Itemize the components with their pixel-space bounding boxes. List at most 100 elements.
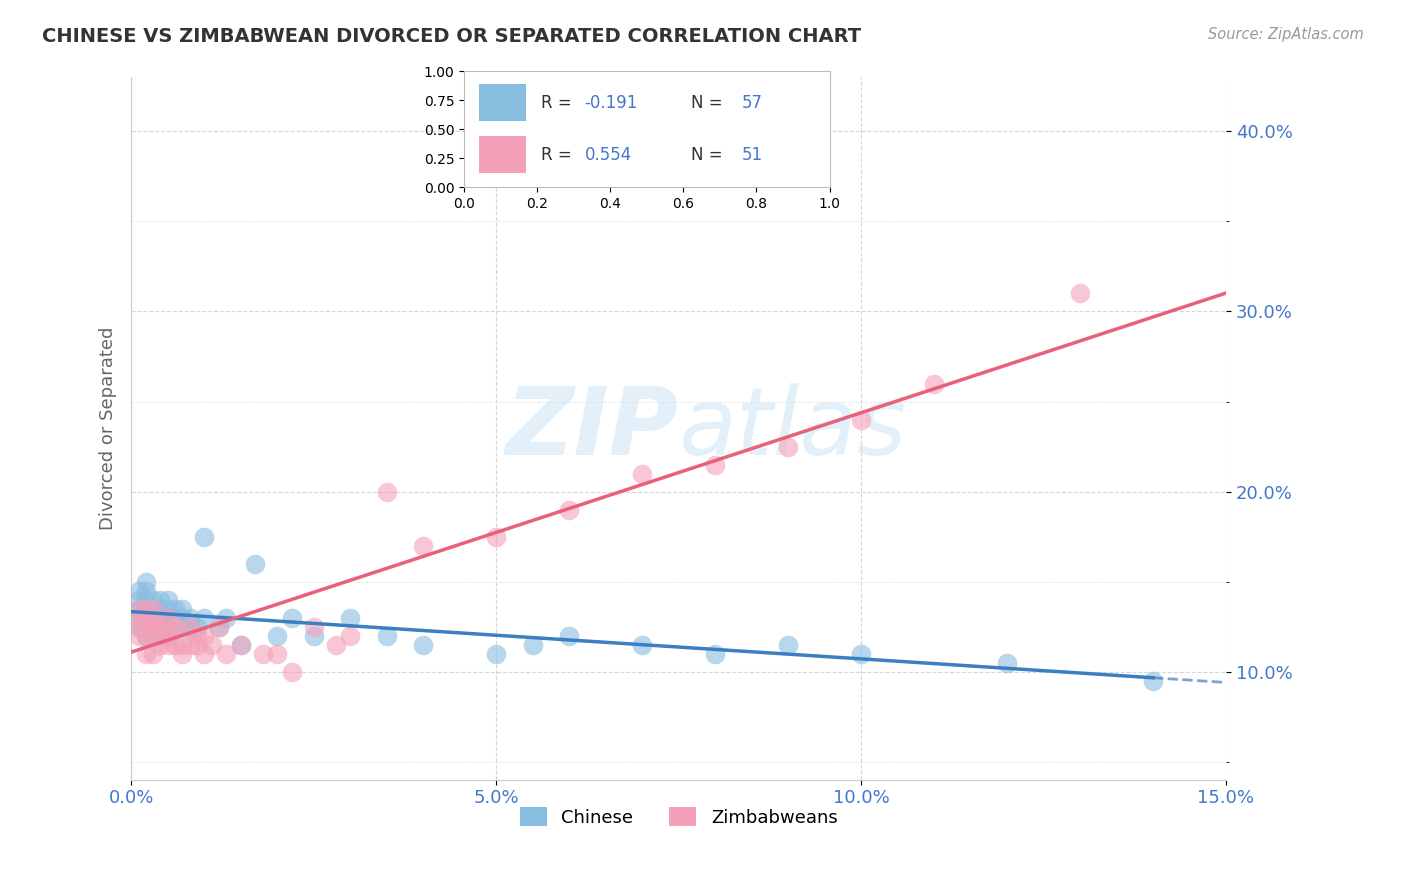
Point (995, 656, 1018, 670)
Point (163, 619, 186, 633)
Point (186, 638, 208, 652)
Point (142, 647, 165, 661)
Point (186, 619, 208, 633)
Point (135, 619, 157, 633)
Point (149, 592, 172, 607)
Point (245, 557, 267, 571)
Point (252, 647, 274, 661)
Point (156, 601, 179, 615)
Point (128, 583, 150, 598)
Point (631, 638, 654, 652)
Point (485, 647, 508, 661)
Point (142, 619, 165, 633)
Point (172, 647, 194, 661)
Text: CHINESE VS ZIMBABWEAN DIVORCED OR SEPARATED CORRELATION CHART: CHINESE VS ZIMBABWEAN DIVORCED OR SEPARA… (42, 27, 862, 45)
Point (200, 638, 222, 652)
Point (281, 665, 304, 679)
Text: R =: R = (541, 94, 576, 112)
Point (142, 629, 165, 643)
Point (325, 638, 347, 652)
Y-axis label: Divorced or Separated: Divorced or Separated (100, 326, 117, 530)
Point (704, 458, 727, 472)
Point (266, 629, 288, 643)
Point (179, 610, 201, 624)
Point (172, 610, 194, 624)
Point (215, 610, 238, 624)
Point (186, 629, 208, 643)
Point (412, 638, 434, 652)
Point (128, 619, 150, 633)
Point (778, 440, 800, 454)
Point (922, 376, 945, 391)
Point (522, 638, 544, 652)
Point (179, 619, 201, 633)
Point (266, 647, 288, 661)
FancyBboxPatch shape (478, 136, 526, 173)
Point (156, 629, 179, 643)
Point (229, 638, 252, 652)
Point (778, 638, 800, 652)
Point (302, 629, 325, 643)
Point (849, 412, 872, 426)
Point (375, 484, 398, 499)
Point (128, 610, 150, 624)
Point (135, 610, 157, 624)
Text: Source: ZipAtlas.com: Source: ZipAtlas.com (1208, 27, 1364, 42)
Point (142, 629, 165, 643)
Point (142, 592, 165, 607)
Point (135, 629, 157, 643)
Point (179, 619, 201, 633)
Point (128, 601, 150, 615)
Point (193, 629, 215, 643)
Point (193, 530, 215, 544)
Point (156, 638, 179, 652)
Point (156, 619, 179, 633)
Point (163, 601, 186, 615)
Point (485, 530, 508, 544)
Point (135, 574, 157, 589)
Point (558, 629, 581, 643)
Point (135, 629, 157, 643)
Point (1069, 286, 1091, 301)
Point (704, 647, 727, 661)
Point (281, 610, 304, 624)
Point (142, 601, 165, 615)
Text: 51: 51 (742, 146, 763, 164)
Point (339, 629, 361, 643)
Point (128, 601, 150, 615)
Point (149, 619, 172, 633)
Point (163, 619, 186, 633)
Text: N =: N = (690, 94, 727, 112)
Point (163, 619, 186, 633)
Point (149, 629, 172, 643)
Point (229, 638, 252, 652)
Text: N =: N = (690, 146, 727, 164)
Point (558, 502, 581, 516)
Point (128, 619, 150, 633)
Point (193, 610, 215, 624)
Point (339, 610, 361, 624)
Point (135, 619, 157, 633)
Point (135, 647, 157, 661)
Point (849, 647, 872, 661)
Point (135, 592, 157, 607)
Point (128, 592, 150, 607)
Point (215, 647, 238, 661)
Point (149, 638, 172, 652)
Point (149, 619, 172, 633)
Point (156, 610, 179, 624)
Point (302, 619, 325, 633)
Text: R =: R = (541, 146, 576, 164)
Point (156, 592, 179, 607)
Point (142, 610, 165, 624)
Text: atlas: atlas (679, 383, 907, 474)
Point (142, 619, 165, 633)
Point (135, 610, 157, 624)
Point (163, 638, 186, 652)
Point (172, 619, 194, 633)
Point (172, 638, 194, 652)
Point (163, 610, 186, 624)
Point (135, 583, 157, 598)
Text: -0.191: -0.191 (585, 94, 638, 112)
Point (631, 467, 654, 481)
